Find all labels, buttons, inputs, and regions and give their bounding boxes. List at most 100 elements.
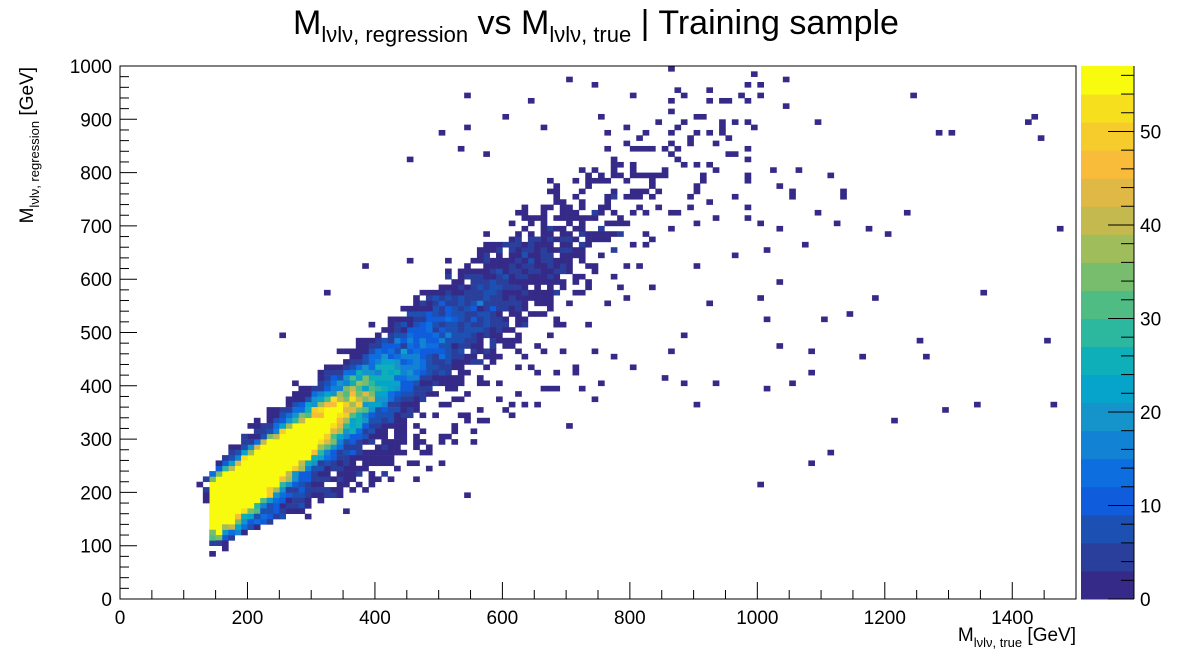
histogram-bin (566, 257, 573, 264)
histogram-bin (381, 369, 388, 376)
histogram-bin (629, 172, 637, 179)
histogram-bin (438, 359, 446, 365)
histogram-bin (260, 439, 267, 445)
histogram-bin (260, 481, 267, 488)
histogram-bin (425, 391, 433, 397)
histogram-bin (661, 145, 669, 152)
histogram-bin (623, 263, 631, 269)
histogram-bin (515, 316, 522, 323)
histogram-bin (884, 231, 892, 237)
histogram-bin (540, 273, 548, 280)
histogram-bin (330, 364, 337, 371)
histogram-bin (253, 481, 261, 488)
histogram-bin (285, 487, 293, 493)
histogram-bin (598, 113, 605, 120)
histogram-bin (508, 337, 516, 344)
histogram-bin (445, 359, 452, 365)
histogram-bin (776, 279, 784, 285)
histogram-bin (508, 401, 516, 408)
histogram-bin (757, 295, 764, 301)
histogram-bin (228, 487, 236, 493)
histogram-bin (330, 455, 337, 461)
histogram-bin (515, 209, 522, 216)
histogram-bin (617, 231, 624, 237)
histogram-bin (489, 263, 497, 269)
histogram-bin (668, 140, 675, 147)
histogram-bin (343, 401, 350, 408)
histogram-bin (534, 268, 541, 275)
histogram-bin (413, 359, 420, 365)
histogram-bin (279, 476, 286, 483)
histogram-bin (699, 177, 707, 184)
histogram-bin (744, 215, 752, 221)
histogram-bin (464, 263, 471, 269)
histogram-bin (489, 279, 497, 285)
histogram-bin (476, 417, 484, 424)
histogram-bin (323, 428, 331, 435)
histogram-bin (527, 257, 535, 264)
histogram-bin (419, 364, 427, 371)
histogram-bin (457, 295, 465, 301)
histogram-bin (432, 316, 439, 323)
histogram-bin (553, 193, 561, 200)
histogram-bin (349, 380, 357, 387)
histogram-bin (406, 359, 414, 365)
histogram-bin (336, 412, 344, 419)
histogram-bin (394, 433, 401, 440)
histogram-bin (553, 263, 561, 269)
histogram-bin (483, 348, 490, 355)
y-tick-label: 100 (80, 537, 112, 558)
histogram-bin (285, 444, 293, 451)
histogram-bin (432, 364, 439, 371)
histogram-bin (279, 444, 286, 451)
histogram-bin (209, 503, 216, 509)
histogram-bin (355, 433, 363, 440)
histogram-bin (304, 503, 312, 509)
histogram-bin (438, 380, 446, 387)
histogram-bin (425, 449, 433, 456)
histogram-bin (521, 401, 529, 408)
ylabel-main: M (17, 208, 38, 224)
histogram-bin (451, 375, 459, 381)
histogram-bin (483, 279, 490, 285)
histogram-bin (387, 476, 395, 483)
histogram-bin (502, 316, 510, 323)
histogram-bin (406, 348, 414, 355)
histogram-bin (425, 321, 433, 328)
histogram-bin (279, 471, 286, 477)
histogram-bin (343, 471, 350, 477)
histogram-bin (209, 508, 216, 515)
histogram-bin (374, 359, 382, 365)
histogram-bin (260, 508, 267, 515)
histogram-bin (298, 428, 306, 435)
histogram-bin (266, 487, 274, 493)
histogram-bin (413, 305, 420, 312)
histogram-bin (362, 412, 369, 419)
histogram-bin (598, 204, 605, 211)
histogram-bin (502, 407, 510, 413)
histogram-bin (604, 199, 612, 205)
x-tick-label: 1400 (991, 608, 1033, 629)
histogram-bin (304, 439, 312, 445)
histogram-bin (413, 476, 420, 483)
histogram-bin (247, 439, 255, 445)
histogram-bin (413, 327, 420, 333)
histogram-bin (400, 337, 408, 344)
histogram-bin (457, 369, 465, 376)
histogram-bin (304, 471, 312, 477)
histogram-bin (419, 385, 427, 392)
histogram-bin (343, 423, 350, 429)
histogram-bin (470, 348, 478, 355)
histogram-bin (483, 231, 490, 237)
histogram-bin (432, 380, 439, 387)
histogram-bin (496, 396, 503, 403)
histogram-bin (406, 375, 414, 381)
histogram-bin (400, 428, 408, 435)
histogram-bin (578, 204, 586, 211)
histogram-bin (648, 172, 656, 179)
histogram-bin (687, 193, 694, 200)
histogram-bin (368, 348, 376, 355)
histogram-bin (559, 268, 567, 275)
histogram-bin (279, 497, 286, 504)
histogram-bin (425, 444, 433, 451)
